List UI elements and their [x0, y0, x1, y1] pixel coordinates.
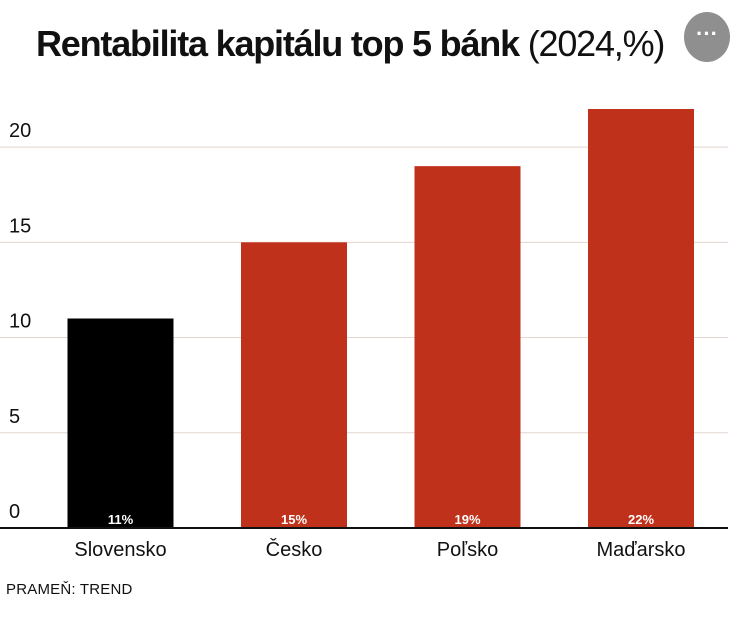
x-tick-label-4: Maďarsko — [597, 539, 686, 561]
data-label-2: 15% — [281, 512, 307, 527]
more-options-button[interactable]: ··· — [684, 12, 730, 62]
data-label-1: 11% — [108, 512, 134, 527]
y-tick-label-5: 5 — [9, 406, 20, 428]
x-tick-label-1: Slovensko — [74, 539, 166, 561]
y-tick-label-0: 0 — [9, 501, 20, 523]
data-label-3: 19% — [454, 512, 480, 527]
bar-3 — [414, 166, 521, 529]
data-label-4: 22% — [628, 512, 654, 527]
x-tick-label-3: Poľsko — [437, 539, 498, 561]
bar-2 — [241, 242, 347, 528]
chart-title-sub: (2024,%) — [527, 23, 666, 64]
ellipsis-icon: ··· — [696, 21, 718, 46]
x-tick-label-2: Česko — [266, 538, 323, 561]
y-tick-label-20: 20 — [9, 120, 31, 142]
source-note: PRAMEŇ: TREND — [6, 581, 133, 598]
chart-title-main: Rentabilita kapitálu top 5 bánk — [36, 23, 520, 64]
chart-title: Rentabilita kapitálu top 5 bánk (2024,%) — [36, 20, 666, 68]
bar-4 — [588, 109, 694, 528]
bar-chart: 0 5 10 15 20 11% Slovensko 15% Česko 19% Poľsko 22%… — [0, 109, 728, 561]
y-tick-label-15: 15 — [9, 215, 31, 237]
y-tick-label-10: 10 — [9, 311, 31, 333]
bar-1 — [67, 318, 174, 528]
